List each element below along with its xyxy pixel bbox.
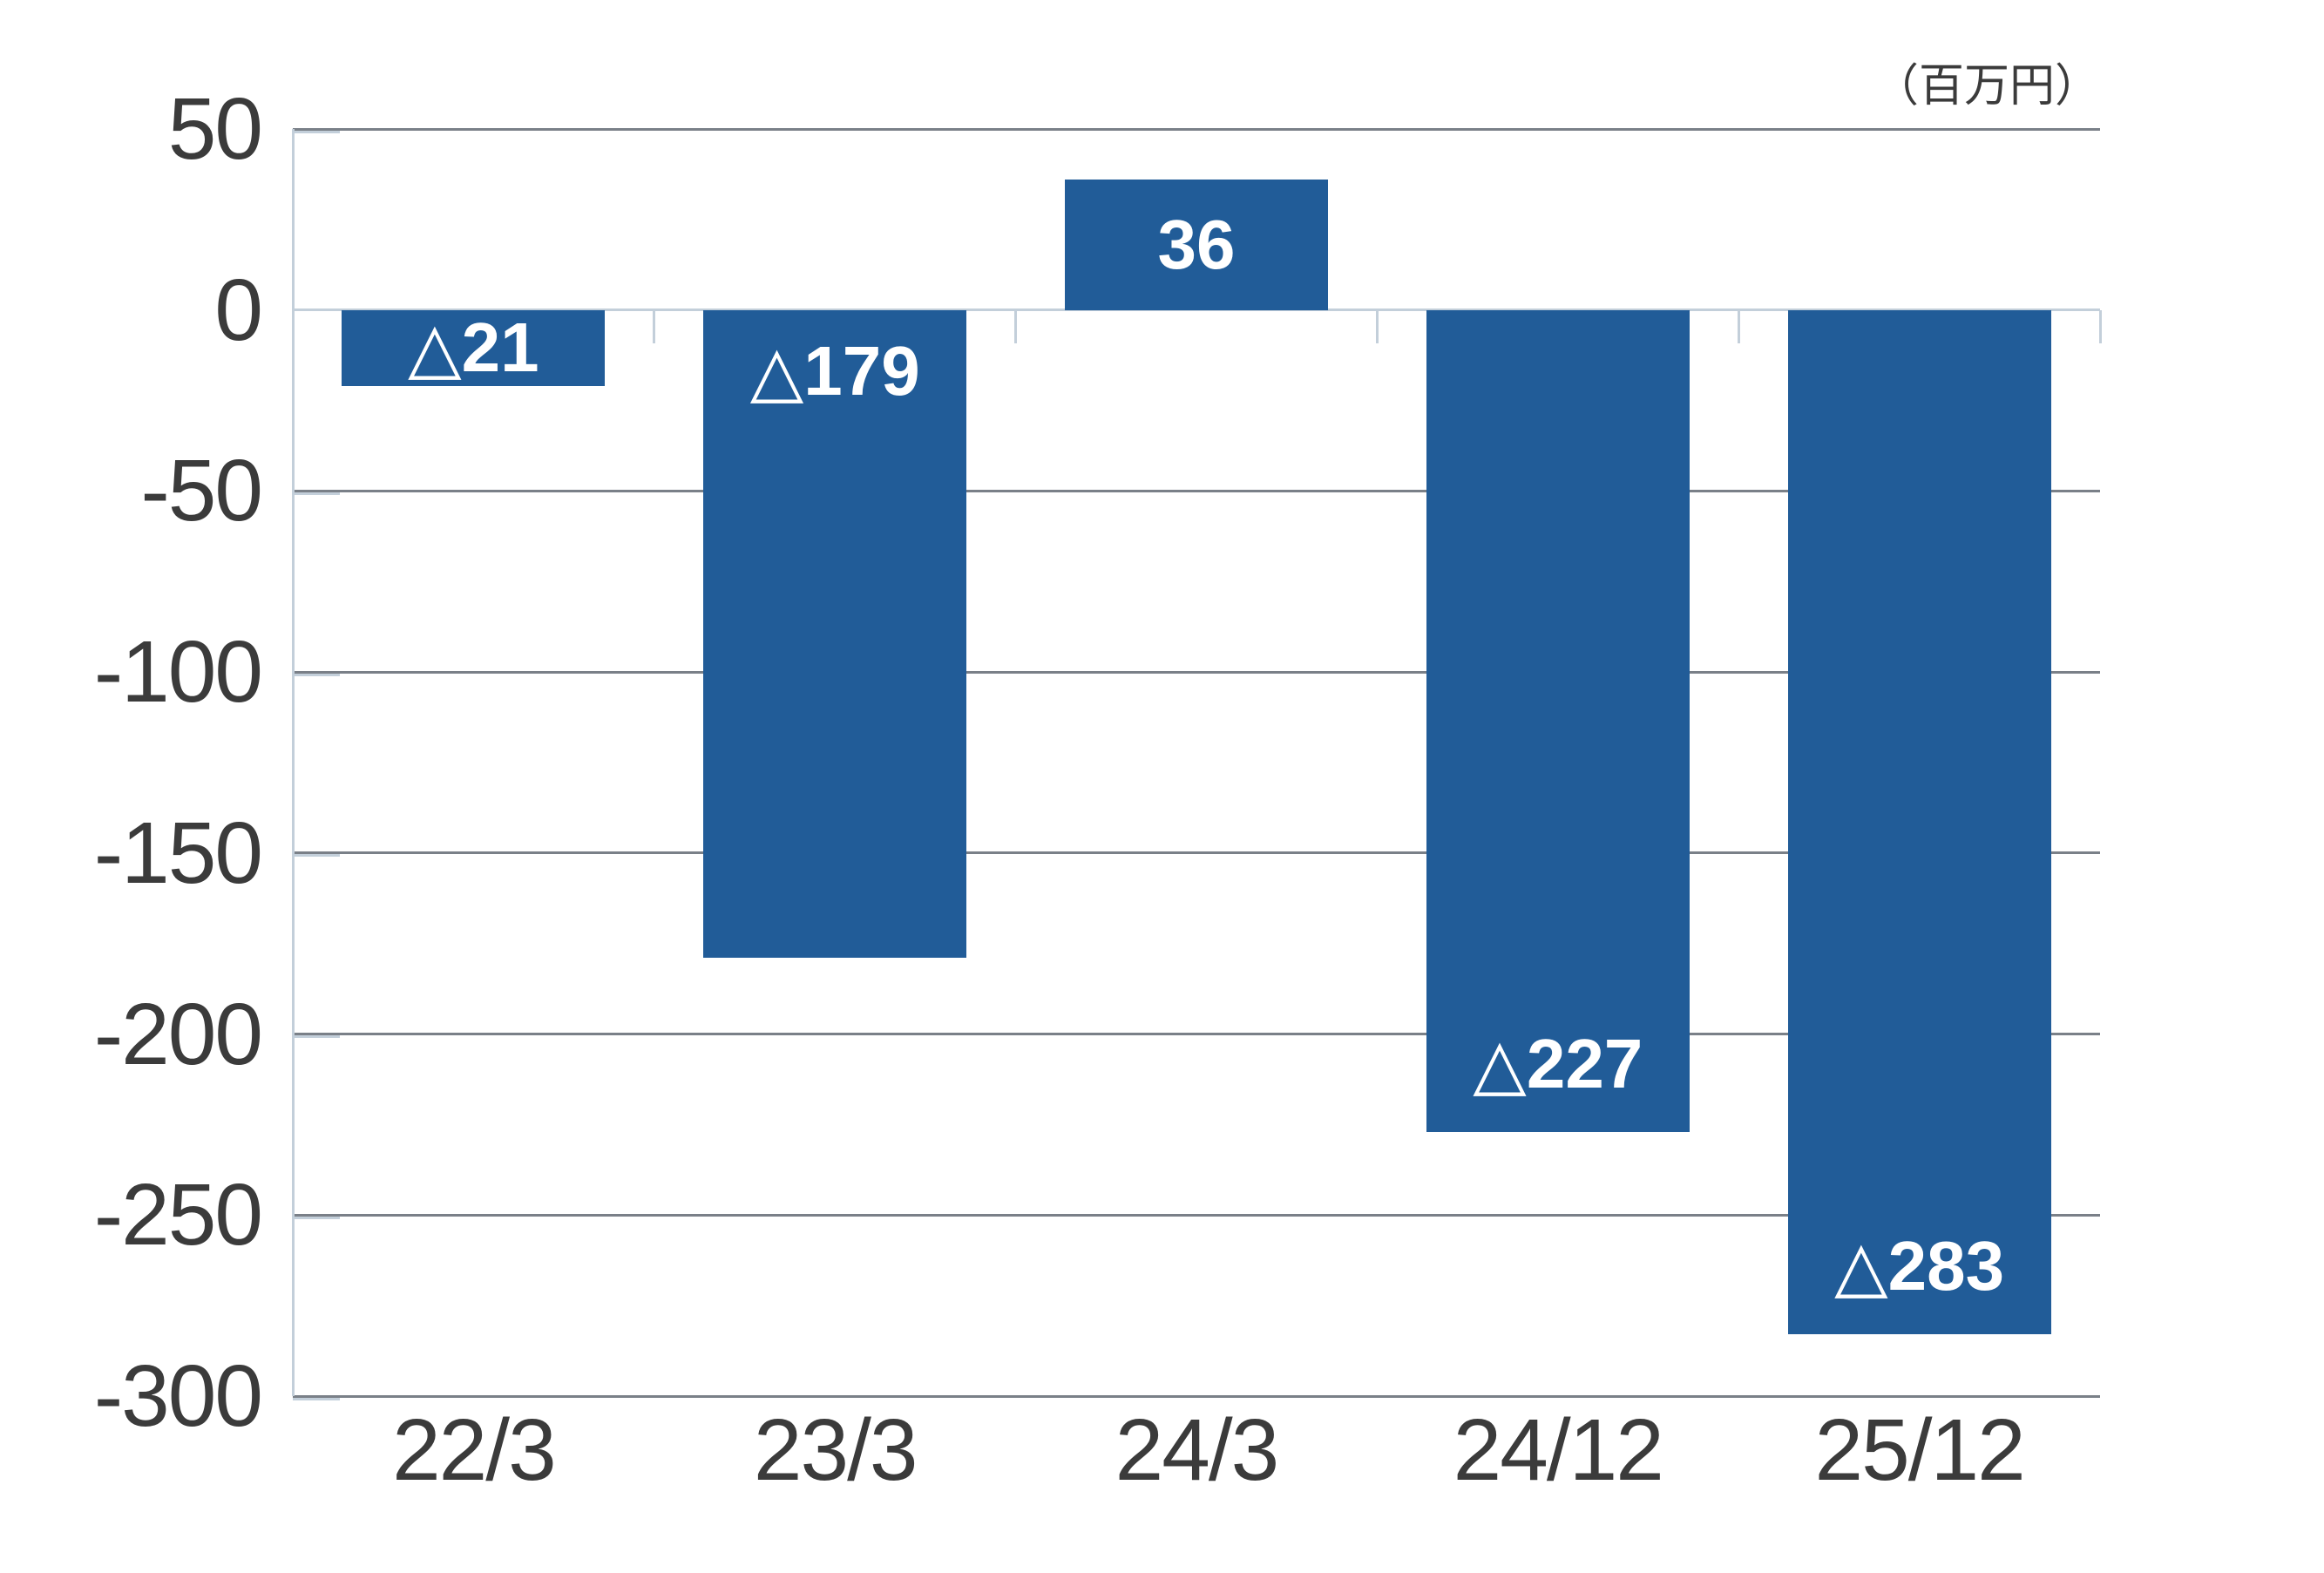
category-axis-tick bbox=[1375, 309, 1379, 343]
zero-axis-line bbox=[293, 308, 2100, 312]
gridline bbox=[293, 1033, 2100, 1036]
gridline bbox=[293, 1213, 2100, 1217]
x-axis-label: 25/12 bbox=[1814, 1401, 2025, 1499]
y-axis-line bbox=[291, 129, 295, 1396]
bar-value-label: △179 bbox=[749, 331, 920, 410]
y-axis-tick bbox=[293, 1216, 340, 1219]
unit-label: （百万円） bbox=[1873, 61, 2100, 112]
x-axis-label: 22/3 bbox=[392, 1401, 557, 1499]
y-axis-tick bbox=[293, 673, 340, 676]
bar-22/3: △21 bbox=[342, 308, 606, 387]
y-axis-tick bbox=[293, 1397, 340, 1400]
bar-25/12: △283 bbox=[1787, 309, 2051, 1335]
y-axis-label: 0 bbox=[214, 261, 263, 359]
y-axis-label: -200 bbox=[93, 985, 263, 1083]
y-axis-label: 50 bbox=[167, 80, 263, 178]
bar-value-label: 36 bbox=[1157, 205, 1236, 283]
y-axis-label: -250 bbox=[93, 1166, 263, 1265]
y-axis-label: -100 bbox=[93, 623, 263, 722]
x-axis-label: 24/12 bbox=[1453, 1401, 1664, 1499]
x-axis-label: 23/3 bbox=[753, 1401, 918, 1499]
category-axis-tick bbox=[1014, 309, 1018, 343]
gridline bbox=[293, 670, 2100, 674]
y-axis-tick bbox=[293, 854, 340, 858]
bar-value-label: △227 bbox=[1473, 1024, 1643, 1102]
gridline bbox=[293, 1394, 2100, 1398]
category-axis-tick bbox=[653, 309, 656, 343]
y-axis-tick bbox=[293, 492, 340, 495]
y-axis-tick bbox=[293, 1035, 340, 1039]
bar-24/3: 36 bbox=[1065, 180, 1328, 310]
gridline bbox=[293, 127, 2100, 131]
bar-value-label: △283 bbox=[1834, 1227, 2005, 1305]
y-axis-label: -50 bbox=[140, 442, 263, 540]
gridline bbox=[293, 489, 2100, 492]
bar-23/3: △179 bbox=[703, 309, 967, 959]
gridline bbox=[293, 851, 2100, 855]
category-axis-tick bbox=[2098, 309, 2102, 343]
y-axis-label: -300 bbox=[93, 1347, 263, 1445]
y-axis-label: -150 bbox=[93, 803, 263, 902]
bar-value-label: △21 bbox=[408, 308, 539, 387]
bar-24/12: △227 bbox=[1426, 309, 1690, 1132]
category-axis-tick bbox=[1737, 309, 1740, 343]
x-axis-label: 24/3 bbox=[1115, 1401, 1280, 1499]
y-axis-tick bbox=[293, 130, 340, 133]
